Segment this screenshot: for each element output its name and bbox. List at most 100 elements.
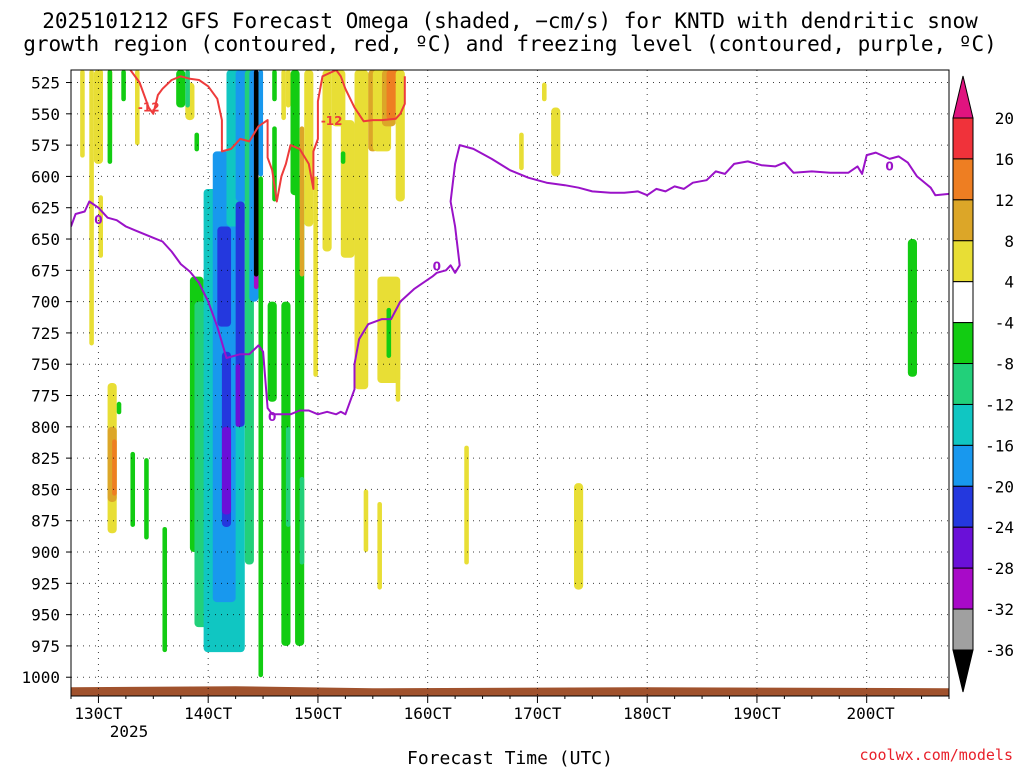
omega-region-12 — [116, 401, 122, 415]
y-tick-label-0: 525 — [31, 74, 60, 93]
colorbar-bin-4 — [952, 240, 974, 283]
omega-region-45 — [290, 70, 300, 196]
omega-region-13 — [130, 451, 136, 527]
omega-region-8 — [121, 70, 126, 102]
y-tick-label-14: 875 — [31, 512, 60, 531]
freezing-contour-label-3: 0 — [885, 159, 893, 173]
omega-region-42 — [285, 70, 291, 108]
colorbar-bin-2 — [952, 158, 974, 201]
colorbar-bin-10 — [952, 485, 974, 528]
colorbar-label-8: -16 — [985, 436, 1014, 455]
terrain-fill — [71, 686, 949, 696]
colorbar-label-3: 8 — [1004, 232, 1014, 251]
y-tick-label-5: 650 — [31, 230, 60, 249]
omega-region-36 — [258, 70, 264, 177]
omega-region-69 — [542, 82, 547, 102]
watermark: coolwx.com/models — [859, 746, 1013, 764]
omega-region-53 — [340, 120, 355, 258]
x-tick-label-6: 190CT — [733, 704, 782, 723]
colorbar-bin-8 — [952, 403, 974, 446]
y-tick-label-2: 575 — [31, 136, 60, 155]
omega-region-71 — [574, 483, 584, 590]
omega-region-44 — [285, 426, 291, 527]
colorbar-label-1: 16 — [995, 150, 1014, 169]
x-tick-label-7: 200CT — [847, 704, 896, 723]
y-axis: 525 550 575 600 625 650 675 700 725 750 775 800 825 8… — [21, 74, 71, 687]
dgz-contour-label-0: -12 — [138, 100, 160, 114]
freezing-contour-label-0: 0 — [94, 213, 102, 227]
omega-region-19 — [176, 70, 186, 108]
grid-layer — [71, 70, 949, 696]
omega-region-54 — [354, 70, 369, 390]
omega-region-49 — [304, 70, 314, 227]
omega-region-72 — [907, 239, 917, 377]
y-tick-label-4: 625 — [31, 199, 60, 218]
colorbar-bin-5 — [952, 281, 974, 324]
colorbar-label-4: 4 — [1004, 273, 1014, 292]
colorbar-bin-7 — [952, 363, 974, 405]
omega-region-68 — [519, 132, 524, 171]
colorbar-label-9: -20 — [985, 477, 1014, 496]
omega-region-47 — [299, 476, 305, 565]
x-axis: 130CT 140CT 150CT 160CT 170CT 180CT 190CT 200CT — [70, 696, 950, 723]
x-tick-label-4: 170CT — [513, 704, 562, 723]
colorbar-bottom-arrow — [952, 649, 974, 693]
y-tick-label-6: 675 — [31, 261, 60, 280]
y-tick-label-19: 1000 — [21, 668, 60, 687]
dgz-contour-line — [129, 70, 406, 203]
omega-region-15 — [135, 70, 140, 146]
colorbar-label-13: -36 — [985, 641, 1014, 660]
colorbar-bin-13 — [952, 608, 974, 651]
terrain-layer — [71, 686, 949, 696]
colorbar-label-2: 12 — [995, 191, 1014, 210]
omega-region-25 — [217, 226, 232, 327]
colorbar-label-10: -24 — [985, 518, 1014, 537]
omega-region-11 — [112, 439, 117, 496]
omega-region-20 — [185, 70, 190, 108]
colorbar-bin-12 — [952, 567, 974, 610]
y-tick-label-7: 700 — [31, 293, 60, 312]
colorbar-label-11: -28 — [985, 559, 1014, 578]
omega-region-66 — [377, 501, 382, 590]
contour-layer — [71, 70, 949, 416]
colorbar-bin-1 — [952, 117, 974, 160]
dgz-contour-label-1: -12 — [321, 114, 343, 128]
y-tick-label-9: 750 — [31, 355, 60, 374]
y-tick-label-17: 950 — [31, 606, 60, 625]
y-tick-label-15: 900 — [31, 543, 60, 562]
omega-region-63 — [386, 307, 392, 358]
x-tick-label-1: 140CT — [184, 704, 233, 723]
contour-label-layer: -12 -12 0 0 0 0 — [94, 100, 893, 423]
omega-region-61 — [395, 70, 405, 202]
omega-region-14 — [144, 458, 149, 540]
omega-region-38 — [272, 70, 277, 102]
colorbar-bin-3 — [952, 199, 974, 242]
omega-region-70 — [551, 107, 561, 177]
x-axis-title: Forecast Time (UTC) — [407, 748, 613, 768]
y-tick-label-3: 600 — [31, 167, 60, 186]
omega-region-50 — [313, 176, 318, 377]
omega-shading-layer — [80, 70, 917, 678]
omega-region-1 — [89, 70, 94, 346]
freezing-level-contour-line — [71, 144, 949, 416]
y-tick-label-12: 825 — [31, 449, 60, 468]
omega-region-64 — [395, 301, 401, 402]
omega-region-18 — [162, 526, 168, 653]
colorbar-label-0: 20 — [995, 109, 1014, 128]
y-tick-label-1: 550 — [31, 105, 60, 124]
omega-region-40 — [267, 301, 277, 402]
y-tick-label-18: 975 — [31, 637, 60, 656]
omega-region-17 — [194, 132, 200, 152]
y-tick-label-8: 725 — [31, 324, 60, 343]
omega-region-31 — [235, 364, 241, 427]
y-tick-label-11: 800 — [31, 418, 60, 437]
omega-region-35 — [253, 70, 259, 277]
omega-region-56 — [340, 151, 346, 164]
omega-region-0 — [80, 70, 85, 158]
x-tick-label-3: 160CT — [404, 704, 453, 723]
colorbar-top-arrow — [952, 75, 974, 119]
colorbar-label-12: -32 — [985, 600, 1014, 619]
omega-region-52 — [331, 70, 346, 127]
colorbar-bin-6 — [952, 322, 974, 365]
